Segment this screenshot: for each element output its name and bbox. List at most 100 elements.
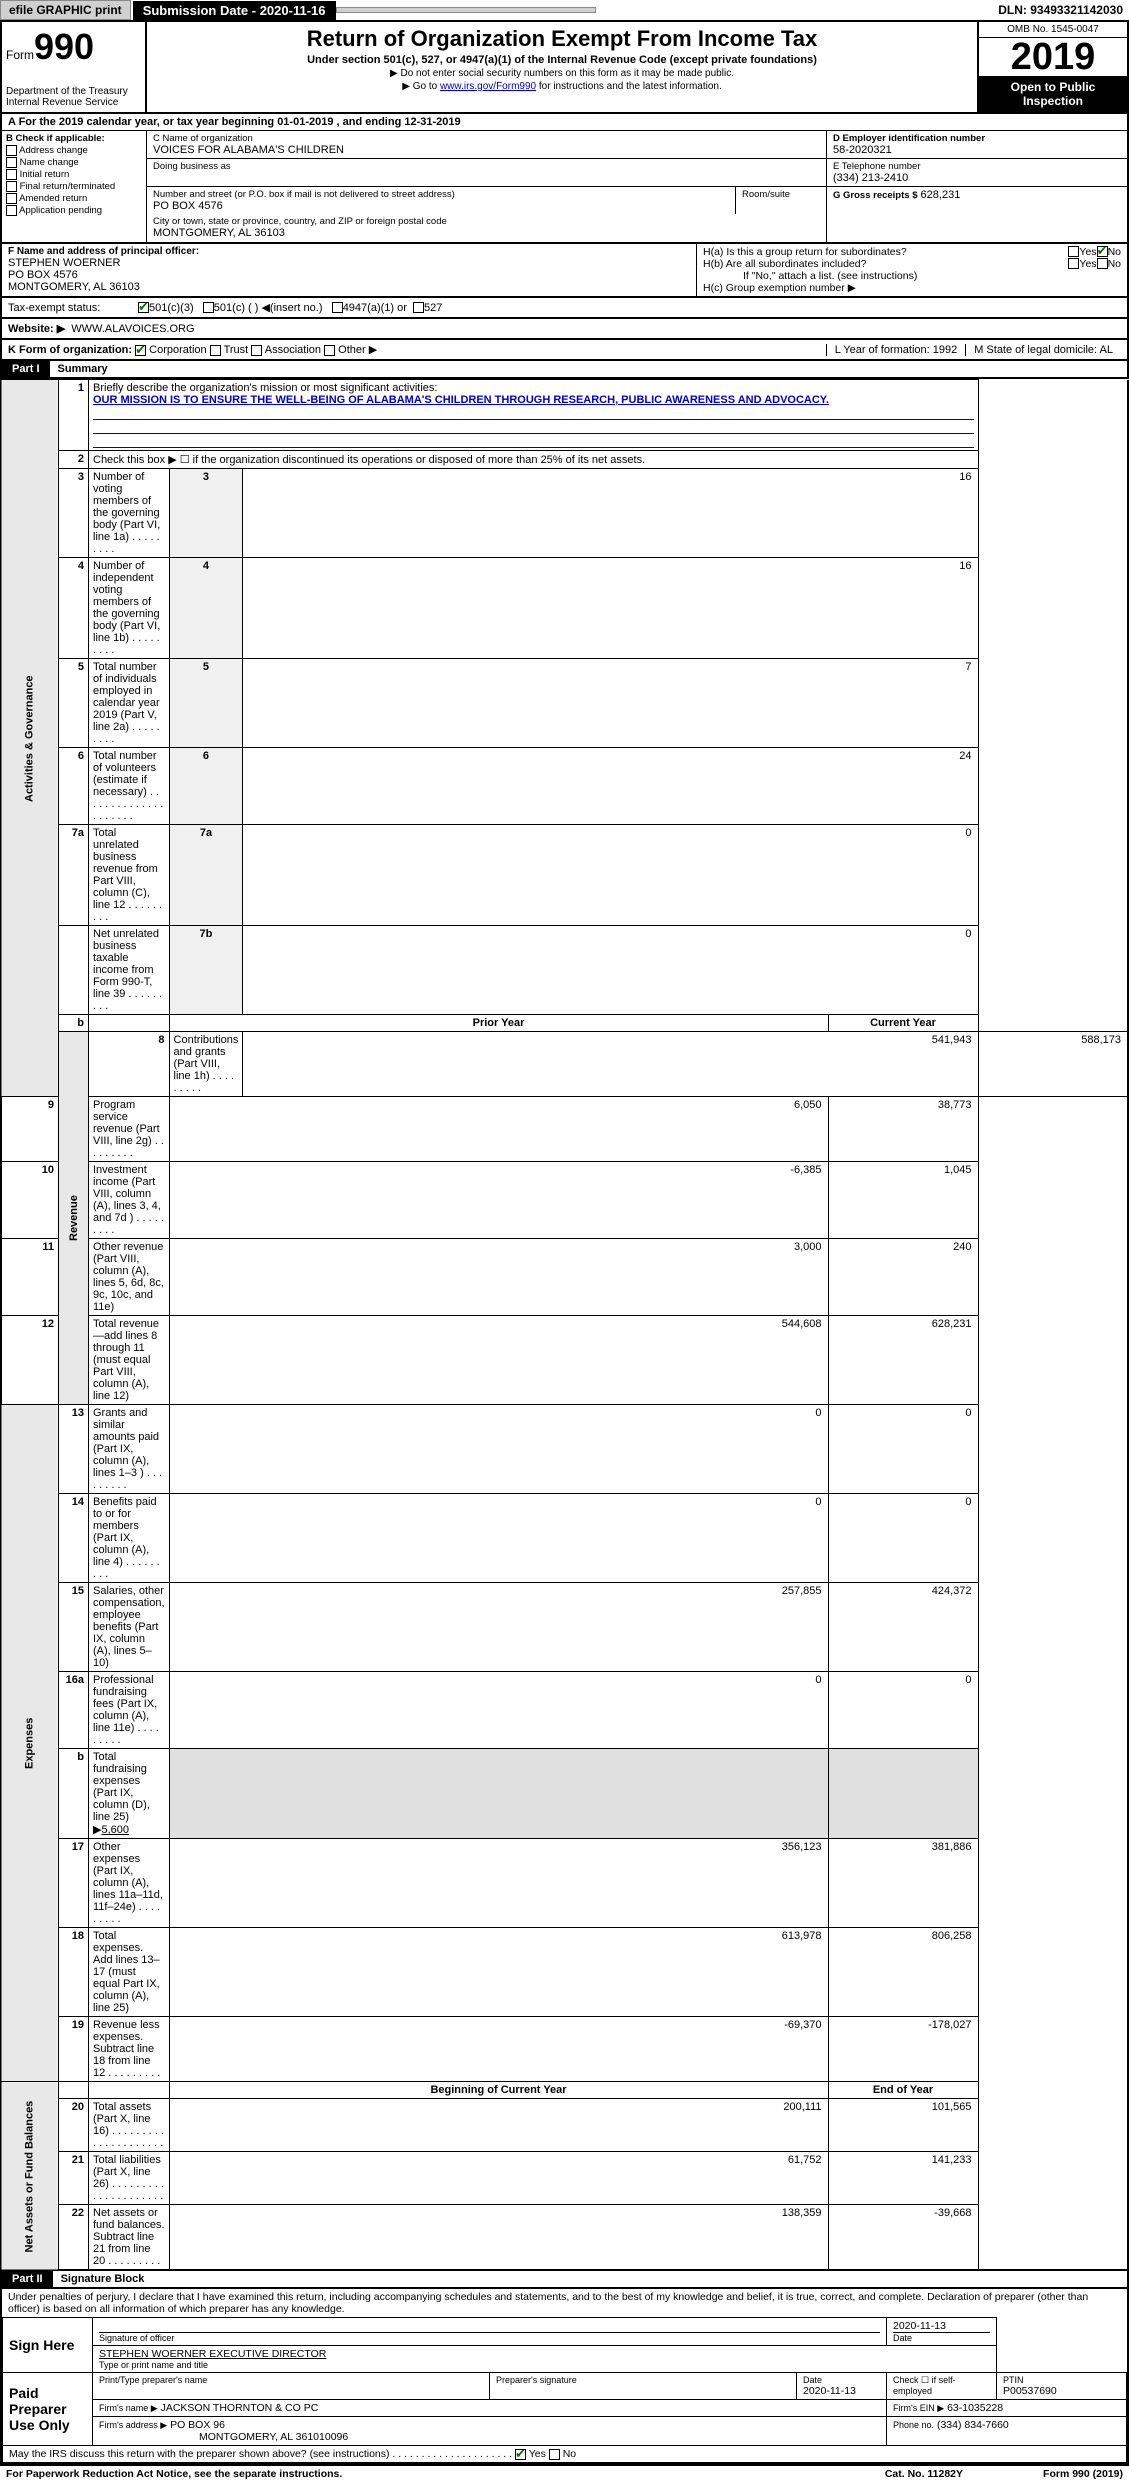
website-value: WWW.ALAVOICES.ORG	[71, 323, 194, 335]
hc-label: H(c) Group exemption number ▶	[703, 282, 1121, 294]
4947-checkbox[interactable]	[332, 302, 343, 313]
line2: Check this box ▶ ☐ if the organization d…	[89, 451, 979, 469]
hb-label: H(b) Are all subordinates included?	[703, 258, 1068, 270]
amended-return-label: Amended return	[19, 193, 87, 204]
part1-bar: Part I Summary	[0, 361, 1129, 379]
c10: 1,045	[828, 1162, 978, 1239]
val7b: 0	[243, 926, 978, 1015]
line1-label: Briefly describe the organization's miss…	[93, 382, 437, 394]
application-pending-checkbox[interactable]	[6, 205, 17, 216]
amended-return-checkbox[interactable]	[6, 193, 17, 204]
dba-label: Doing business as	[153, 161, 820, 172]
irs-link[interactable]: www.irs.gov/Form990	[440, 81, 536, 92]
c8: 588,173	[978, 1032, 1128, 1097]
final-return-checkbox[interactable]	[6, 181, 17, 192]
block-fh: F Name and address of principal officer:…	[0, 244, 1129, 298]
name-change-checkbox[interactable]	[6, 157, 17, 168]
val4: 16	[243, 558, 978, 659]
current-year-head: Current Year	[828, 1015, 978, 1032]
footer: For Paperwork Reduction Act Notice, see …	[0, 2465, 1129, 2482]
year-formation: L Year of formation: 1992	[826, 344, 966, 356]
initial-return-label: Initial return	[20, 169, 70, 180]
hb-yes-checkbox[interactable]	[1068, 258, 1079, 269]
ein-label: D Employer identification number	[833, 133, 1121, 144]
street: PO BOX 4576	[153, 200, 729, 212]
efile-button[interactable]: efile GRAPHIC print	[0, 0, 131, 20]
firm-addr1: PO BOX 96	[170, 2419, 225, 2431]
street-label: Number and street (or P.O. box if mail i…	[153, 189, 729, 200]
part2-title: Signature Block	[61, 2273, 145, 2285]
ptin-label: PTIN	[1003, 2375, 1120, 2385]
part2-block: Under penalties of perjury, I declare th…	[0, 2289, 1129, 2465]
c13: 0	[828, 1405, 978, 1494]
527-label: 527	[424, 302, 442, 314]
501c3-checkbox[interactable]	[138, 302, 149, 313]
line11: Other revenue (Part VIII, column (A), li…	[93, 1241, 164, 1313]
eoy-head: End of Year	[828, 2082, 978, 2099]
phone-label: Phone no.	[893, 2420, 934, 2430]
col-c-org: C Name of organization VOICES FOR ALABAM…	[147, 131, 827, 242]
firm-addr2: MONTGOMERY, AL 361010096	[199, 2431, 348, 2443]
corp-label: Corporation	[149, 344, 206, 356]
form-title: Return of Organization Exempt From Incom…	[151, 26, 973, 52]
assoc-checkbox[interactable]	[251, 345, 262, 356]
side-expenses: Expenses	[1, 1405, 59, 2082]
initial-return-checkbox[interactable]	[6, 169, 17, 180]
city: MONTGOMERY, AL 36103	[153, 227, 820, 239]
ha-label: H(a) Is this a group return for subordin…	[703, 246, 1068, 258]
val6: 24	[243, 748, 978, 825]
part1-header: Part I	[2, 361, 50, 377]
form-num: 990	[34, 26, 94, 67]
col-d-ein: D Employer identification number 58-2020…	[827, 131, 1127, 242]
c12: 628,231	[828, 1316, 978, 1405]
line12: Total revenue—add lines 8 through 11 (mu…	[89, 1316, 170, 1405]
501c-checkbox[interactable]	[203, 302, 214, 313]
firm-name: JACKSON THORNTON & CO PC	[161, 2402, 319, 2414]
527-checkbox[interactable]	[413, 302, 424, 313]
officer-city: MONTGOMERY, AL 36103	[8, 281, 690, 293]
side-revenue: Revenue	[59, 1032, 89, 1405]
val3: 16	[243, 469, 978, 558]
ha-no-checkbox[interactable]	[1097, 246, 1108, 257]
row-k: K Form of organization: Corporation Trus…	[0, 340, 1129, 361]
discuss-label: May the IRS discuss this return with the…	[9, 2448, 390, 2460]
spacer-button	[336, 7, 596, 13]
c22: -39,668	[828, 2205, 978, 2271]
self-employed-label: Check ☐ if self-employed	[887, 2373, 997, 2400]
hb-no-checkbox[interactable]	[1097, 258, 1108, 269]
501c-label: 501(c) ( ) ◀(insert no.)	[214, 301, 323, 314]
form-number: Form990	[6, 26, 141, 68]
part2-header: Part II	[2, 2271, 53, 2287]
line15: Salaries, other compensation, employee b…	[89, 1583, 170, 1672]
discuss-no-checkbox[interactable]	[549, 2449, 560, 2460]
gross-receipts: 628,231	[921, 189, 961, 201]
form-prefix: Form	[6, 48, 34, 62]
corp-checkbox[interactable]	[135, 345, 146, 356]
ha-yes-checkbox[interactable]	[1068, 246, 1079, 257]
room-label: Room/suite	[742, 189, 820, 200]
footer-left: For Paperwork Reduction Act Notice, see …	[6, 2468, 342, 2480]
firm-addr-label: Firm's address ▶	[99, 2420, 167, 2430]
addr-change-checkbox[interactable]	[6, 145, 17, 156]
trust-checkbox[interactable]	[210, 345, 221, 356]
note-ssn: ▶ Do not enter social security numbers o…	[151, 68, 973, 79]
col-h-group: H(a) Is this a group return for subordin…	[697, 244, 1127, 296]
other-checkbox[interactable]	[324, 345, 335, 356]
discuss-yes-checkbox[interactable]	[515, 2449, 526, 2460]
telephone: (334) 213-2410	[833, 172, 1121, 184]
mission-text: OUR MISSION IS TO ENSURE THE WELL-BEING …	[93, 394, 829, 406]
bcy-head: Beginning of Current Year	[169, 2082, 828, 2099]
note2-post: for instructions and the latest informat…	[536, 81, 722, 92]
col-b-checkboxes: B Check if applicable: Address change Na…	[2, 131, 147, 242]
sign-here-label: Sign Here	[3, 2318, 93, 2373]
ptin: P00537690	[1003, 2385, 1120, 2397]
form-header: Form990 Department of the Treasury Inter…	[0, 22, 1129, 114]
final-return-label: Final return/terminated	[20, 181, 116, 192]
perjury-text: Under penalties of perjury, I declare th…	[2, 2289, 1127, 2317]
p16a: 0	[169, 1672, 828, 1749]
phone: (334) 834-7660	[937, 2419, 1009, 2431]
p22: 138,359	[169, 2205, 828, 2271]
prep-name-label: Print/Type preparer's name	[99, 2375, 483, 2385]
org-name: VOICES FOR ALABAMA'S CHILDREN	[153, 144, 820, 156]
side-governance: Activities & Governance	[1, 380, 59, 1097]
